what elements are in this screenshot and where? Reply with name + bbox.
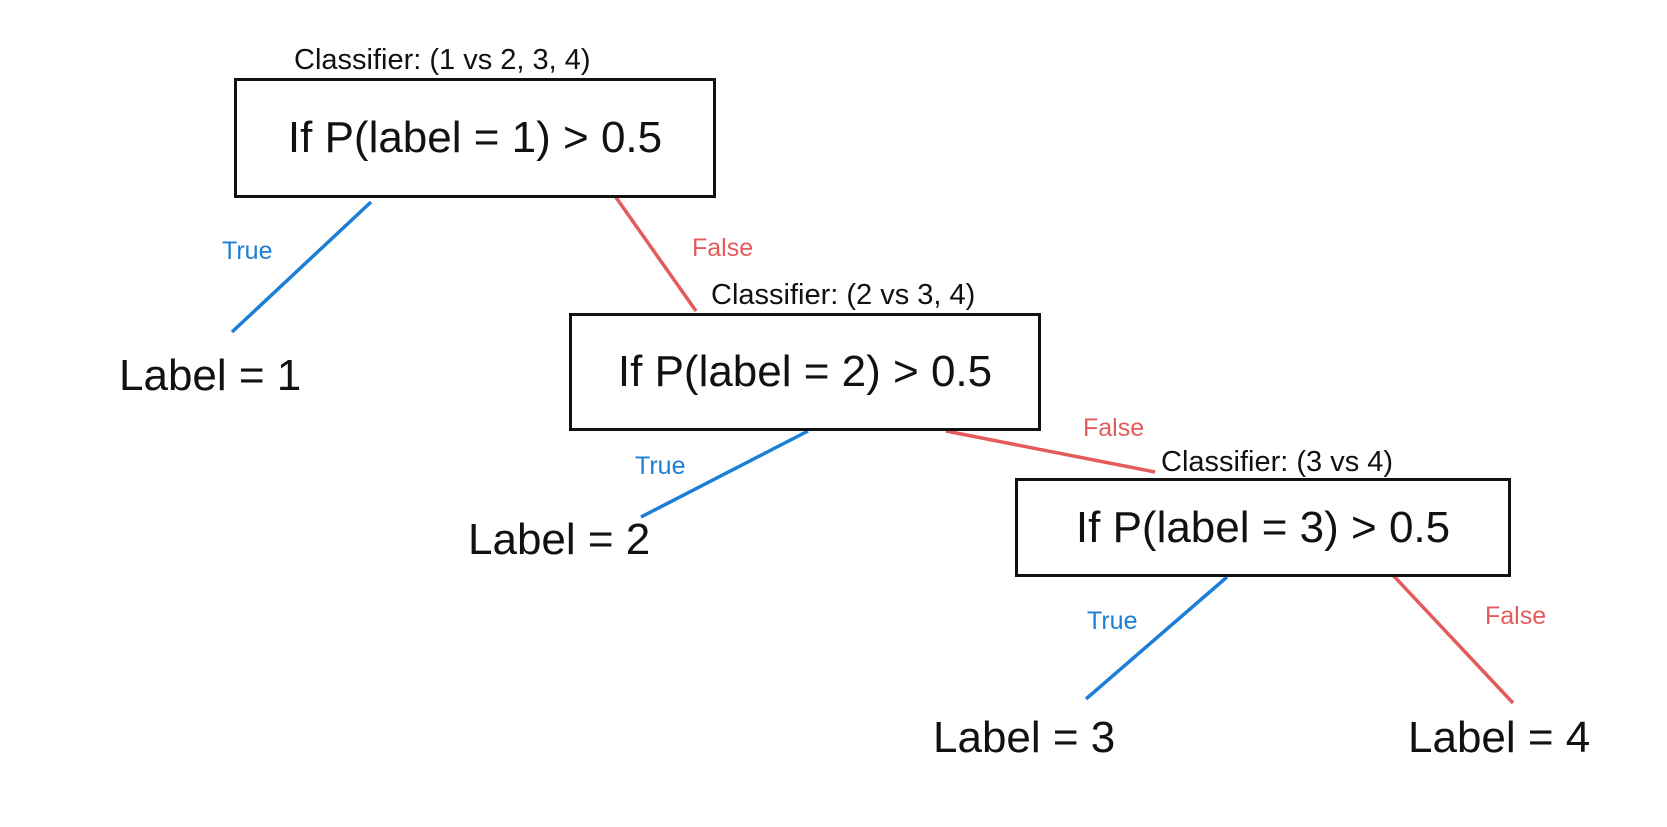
edge-line-true-3: [1084, 575, 1229, 701]
decision-node-1: If P(label = 1) > 0.5: [234, 78, 716, 198]
condition-text-2: If P(label = 2) > 0.5: [617, 347, 993, 396]
leaf-label-4: Label = 4: [1408, 713, 1591, 762]
classifier-caption-1: Classifier: (1 vs 2, 3, 4): [294, 44, 591, 76]
leaf-label-3: Label = 3: [933, 713, 1116, 762]
classifier-caption-2: Classifier: (2 vs 3, 4): [711, 279, 976, 311]
leaf-label-2: Label = 2: [468, 515, 651, 564]
edge-line-true-1: [230, 200, 373, 334]
edge-line-false-3: [1389, 571, 1515, 705]
classifier-caption-3: Classifier: (3 vs 4): [1161, 446, 1394, 478]
edge-label-false-2: False: [1083, 414, 1145, 442]
edge-line-false-2: [945, 429, 1156, 474]
edge-line-false-1: [613, 194, 698, 313]
edge-label-true-1: True: [222, 237, 273, 265]
decision-node-2: If P(label = 2) > 0.5: [569, 313, 1041, 431]
edge-label-false-3: False: [1485, 602, 1547, 630]
condition-text-3: If P(label = 3) > 0.5: [1075, 502, 1451, 552]
edge-label-true-3: True: [1087, 607, 1138, 635]
edge-line-true-2: [640, 429, 809, 519]
leaf-label-1: Label = 1: [119, 351, 302, 400]
edge-label-true-2: True: [635, 452, 686, 480]
edge-label-false-1: False: [692, 234, 754, 262]
condition-text-1: If P(label = 1) > 0.5: [287, 113, 663, 162]
decision-node-3: If P(label = 3) > 0.5: [1015, 478, 1511, 577]
